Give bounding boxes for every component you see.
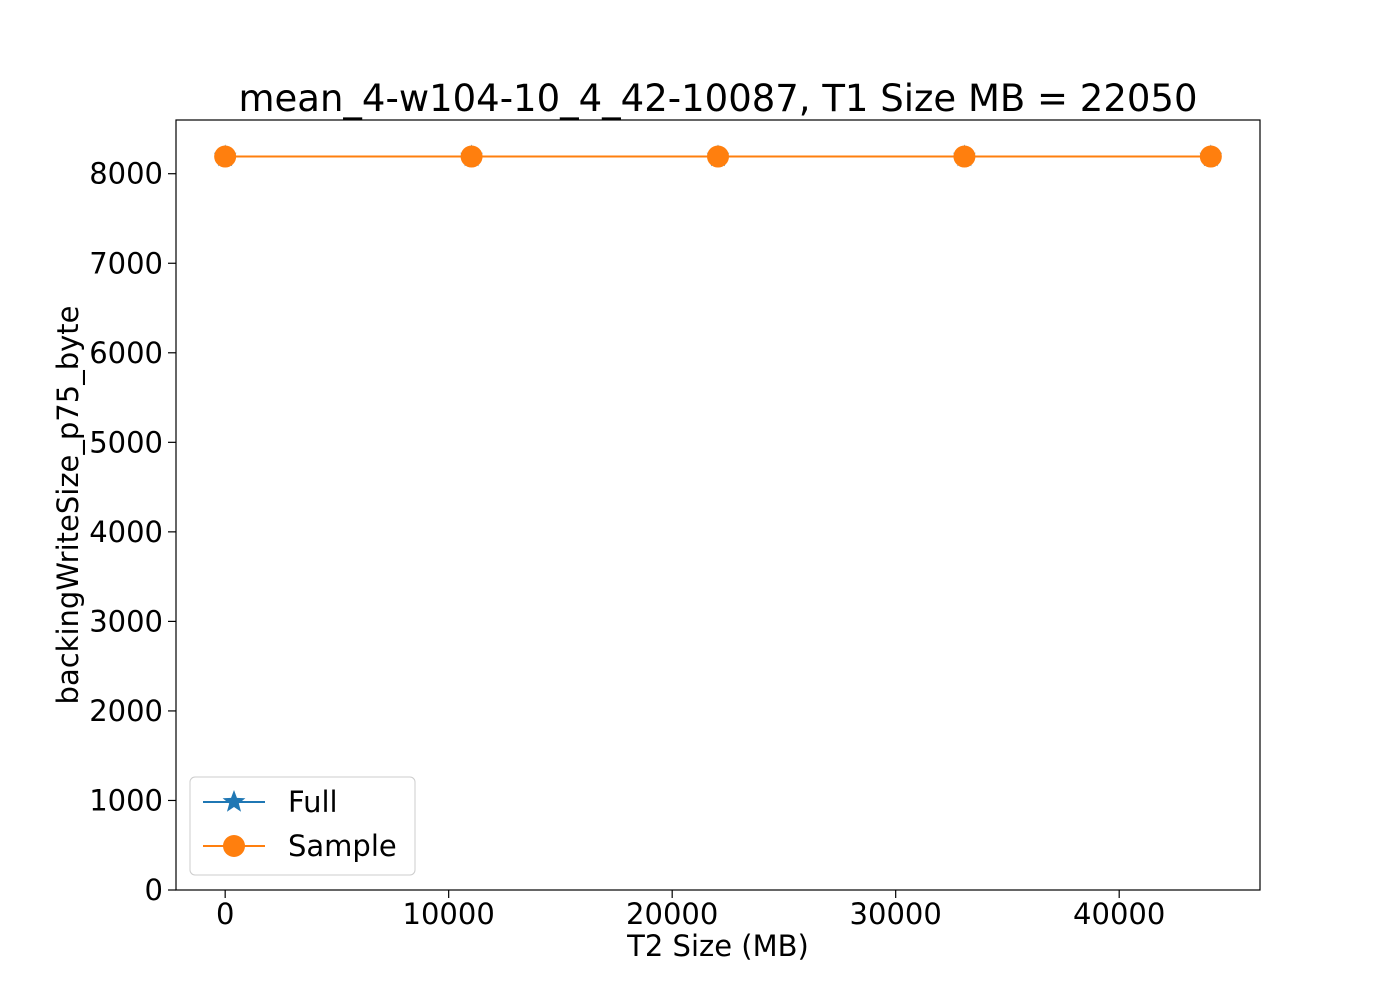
y-tick-label: 0 (145, 873, 163, 907)
data-point (460, 145, 483, 168)
y-tick-label: 8000 (89, 157, 163, 191)
y-tick-label: 4000 (89, 515, 163, 549)
data-point (214, 145, 237, 168)
y-tick-label: 5000 (89, 425, 163, 459)
legend-item-sample: Sample (203, 829, 397, 863)
x-tick-label: 10000 (403, 897, 495, 931)
chart-title: mean_4-w104-10_4_42-10087, T1 Size MB = … (239, 77, 1198, 120)
y-tick-label: 6000 (89, 336, 163, 370)
x-tick-label: 40000 (1073, 897, 1165, 931)
legend-marker (222, 790, 246, 812)
x-tick-label: 30000 (850, 897, 942, 931)
y-tick-label: 3000 (89, 604, 163, 638)
plot-area (176, 120, 1260, 890)
legend: Full Sample (189, 776, 416, 876)
y-axis-label: backingWriteSize_p75_byte (51, 306, 85, 705)
x-axis-label: T2 Size (MB) (626, 929, 809, 963)
y-axis-ticks: 0 1000 2000 3000 4000 5000 6000 7000 8000 (89, 157, 176, 907)
legend-label: Sample (288, 829, 397, 863)
data-point (1199, 145, 1222, 168)
data-point (707, 145, 729, 168)
y-tick-label: 1000 (89, 783, 163, 817)
legend-items: Full Sample (203, 785, 397, 863)
plot-frame (175, 119, 1261, 891)
y-tick-label: 2000 (89, 694, 163, 728)
series-layer (213, 144, 1223, 168)
data-point (953, 145, 976, 168)
y-tick-label: 7000 (89, 246, 163, 280)
x-tick-label: 20000 (626, 897, 718, 931)
x-axis-ticks: 0 10000 20000 30000 40000 (216, 890, 1165, 931)
series-sample (214, 145, 1222, 168)
legend-item-full: Full (203, 785, 338, 819)
legend-marker (223, 835, 245, 857)
x-tick-label: 0 (216, 897, 234, 931)
legend-label: Full (288, 785, 338, 819)
